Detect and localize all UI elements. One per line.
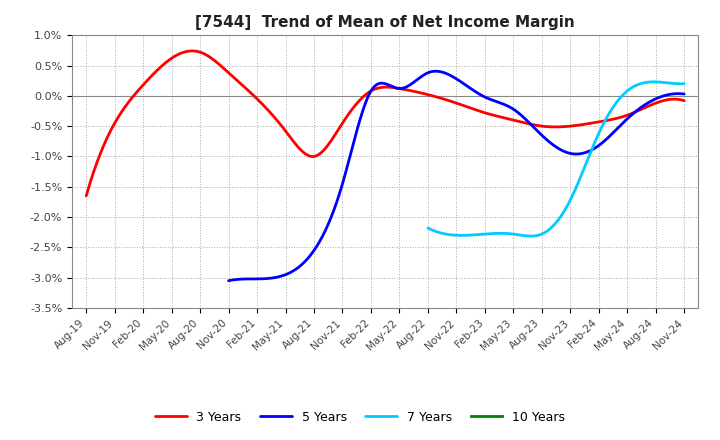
3 Years — [667, 97, 675, 102]
3 Years — [367, 88, 376, 93]
Legend: 3 Years, 5 Years, 7 Years, 10 Years: 3 Years, 5 Years, 7 Years, 10 Years — [150, 407, 570, 429]
3 Years — [439, 96, 448, 102]
7 Years — [680, 81, 688, 86]
5 Years — [598, 139, 607, 145]
Title: [7544]  Trend of Mean of Net Income Margin: [7544] Trend of Mean of Net Income Margi… — [195, 15, 575, 30]
5 Years — [444, 72, 453, 77]
5 Years — [472, 89, 480, 95]
Line: 7 Years: 7 Years — [428, 82, 684, 236]
3 Years — [187, 48, 196, 54]
3 Years — [407, 88, 415, 93]
7 Years — [577, 173, 585, 179]
Line: 3 Years: 3 Years — [86, 51, 684, 196]
7 Years — [649, 79, 658, 84]
3 Years — [82, 193, 91, 198]
3 Years — [371, 86, 379, 92]
7 Years — [526, 234, 535, 239]
5 Years — [680, 92, 688, 97]
Line: 5 Years: 5 Years — [229, 71, 684, 281]
7 Years — [563, 204, 572, 209]
3 Years — [680, 98, 688, 103]
7 Years — [675, 81, 683, 86]
5 Years — [225, 278, 233, 283]
7 Years — [634, 82, 643, 87]
5 Years — [441, 71, 450, 76]
5 Years — [431, 69, 440, 74]
7 Years — [423, 225, 432, 231]
7 Years — [546, 226, 554, 231]
3 Years — [573, 123, 582, 128]
7 Years — [547, 225, 556, 230]
5 Years — [496, 100, 505, 106]
5 Years — [670, 91, 678, 96]
